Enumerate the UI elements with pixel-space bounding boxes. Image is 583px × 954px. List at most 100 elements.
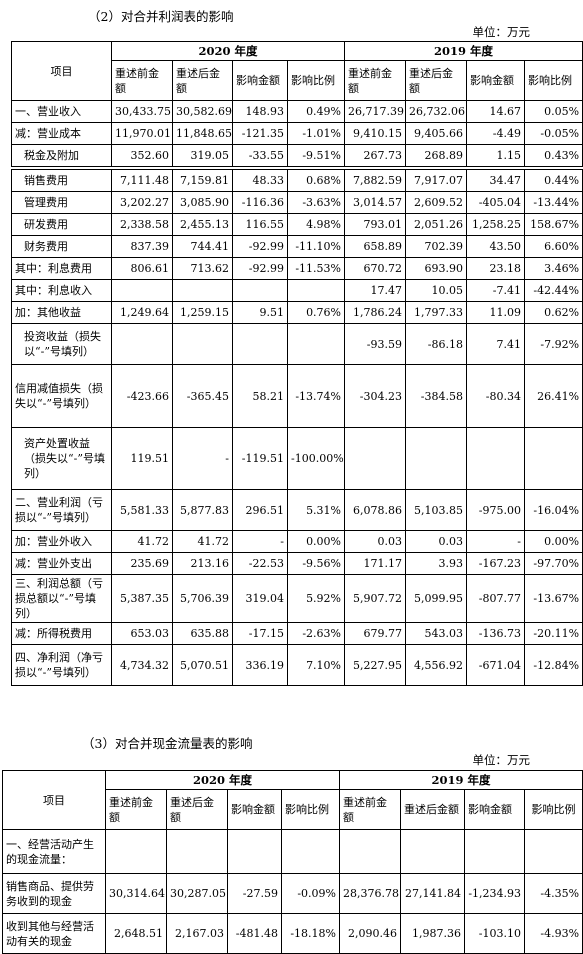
value-cell: 713.62 xyxy=(172,257,233,280)
table-row: 其中：利息费用 806.61 713.62 -92.99 -11.53% 670.72 69… xyxy=(11,257,583,280)
value-cell: 23.18 xyxy=(466,257,526,280)
value-cell: -384.58 xyxy=(405,364,468,428)
value-cell: 5,877.83 xyxy=(172,489,233,531)
value-cell: 6.60% xyxy=(524,235,583,258)
table-row: 资产处置收益（损失以“-”号填列） 119.51- -119.51 -100.00% xyxy=(11,427,583,490)
value-cell: -33.55 xyxy=(232,144,288,167)
value-cell: -20.11% xyxy=(524,622,583,645)
value-cell: 806.61 xyxy=(111,257,173,280)
value-cell: -136.73 xyxy=(466,622,526,645)
value-cell: - xyxy=(232,530,288,553)
value-cell: 235.69 xyxy=(111,552,173,575)
col-header: 影响金额 xyxy=(466,60,526,101)
value-cell: -92.99 xyxy=(232,257,288,280)
value-cell: 5,387.35 xyxy=(111,574,173,623)
value-cell: 11,970.01 xyxy=(111,122,173,145)
value-cell: - xyxy=(466,530,526,553)
col-header: 影响比例 xyxy=(524,789,583,830)
value-cell: 10.05 xyxy=(405,279,468,302)
value-cell: -4.93% xyxy=(524,913,583,954)
value-cell: 1,786.24 xyxy=(344,301,407,324)
row-label: 一、营业收入 xyxy=(11,100,112,123)
row-label: 投资收益（损失以“-”号填列） xyxy=(11,323,112,365)
value-cell xyxy=(166,829,228,874)
value-cell: -975.00 xyxy=(466,489,526,531)
value-cell xyxy=(172,323,233,365)
value-cell xyxy=(464,829,526,874)
value-cell: -12.84% xyxy=(524,644,583,686)
value-cell: -16.04% xyxy=(524,489,583,531)
value-cell: 34.47 xyxy=(466,169,526,192)
value-cell: 5,227.95 xyxy=(344,644,407,686)
row-label: 三、利润总额（亏损总额以“-”号填列） xyxy=(11,574,112,623)
value-cell: 2,338.58 xyxy=(111,213,173,236)
item-header: 项目 xyxy=(2,770,106,830)
value-cell: 119.51 xyxy=(111,427,173,490)
value-cell: 267.73 xyxy=(344,144,407,167)
value-cell: -22.53 xyxy=(232,552,288,575)
income-statement-table: 项目 2020 年度 2019 年度 重述前金额 重述后金额 影响金额 影响比例… xyxy=(11,41,583,686)
col-header: 影响金额 xyxy=(227,789,282,830)
value-cell: -671.04 xyxy=(466,644,526,686)
value-cell: 319.04 xyxy=(232,574,288,623)
value-cell: 26,732.06 xyxy=(405,100,468,123)
value-cell: 43.50 xyxy=(466,235,526,258)
year-2020-header: 2020 年度 xyxy=(110,41,346,61)
value-cell: 0.76% xyxy=(286,301,346,324)
row-label: 信用减值损失（损失以“-”号填列） xyxy=(11,364,112,428)
value-cell: -0.09% xyxy=(280,873,341,914)
row-label: 四、净利润（净亏损以“-”号填列） xyxy=(11,644,112,686)
value-cell: 3,014.57 xyxy=(344,191,407,214)
col-header: 重述后金额 xyxy=(405,60,468,101)
table-row: 其中：利息收入 17.47 10.05 -7.41 -42.44% xyxy=(11,279,583,302)
value-cell xyxy=(232,323,288,365)
value-cell: 296.51 xyxy=(232,489,288,531)
value-cell: 1,249.64 xyxy=(111,301,173,324)
row-label: 税金及附加 xyxy=(11,144,112,167)
value-cell: 702.39 xyxy=(405,235,468,258)
year-2020-header: 2020 年度 xyxy=(104,770,341,790)
value-cell xyxy=(227,829,282,874)
value-cell: 0.03 xyxy=(344,530,407,553)
row-label: 一、经营活动产生的现金流量： xyxy=(2,829,106,874)
value-cell: 1,259.15 xyxy=(172,301,233,324)
value-cell xyxy=(111,323,173,365)
value-cell: 30,582.69 xyxy=(172,100,233,123)
table-row: 收到其他与经营活动有关的现金 2,648.51 2,167.03 -481.48 -18… xyxy=(2,913,583,954)
value-cell: -119.51 xyxy=(232,427,288,490)
value-cell: 6,078.86 xyxy=(344,489,407,531)
value-cell: -11.10% xyxy=(286,235,346,258)
value-cell xyxy=(405,427,468,490)
value-cell: 268.89 xyxy=(405,144,468,167)
value-cell: 0.49% xyxy=(286,100,346,123)
section1-unit: 单位：万元 xyxy=(472,25,531,39)
table-row: 研发费用 2,338.58 2,455.13 116.55 4.98% 793.01 2,0… xyxy=(11,213,583,236)
value-cell: 7,882.59 xyxy=(344,169,407,192)
value-cell: -17.15 xyxy=(232,622,288,645)
value-cell: 0.62% xyxy=(524,301,583,324)
value-cell: -1.01% xyxy=(286,122,346,145)
value-cell: 2,609.52 xyxy=(405,191,468,214)
table-row: 加：其他收益 1,249.64 1,259.15 9.51 0.76% 1,786.24 1… xyxy=(11,301,583,324)
value-cell: 27,141.84 xyxy=(400,873,466,914)
col-header: 重述前金额 xyxy=(339,789,402,830)
value-cell: 0.68% xyxy=(286,169,346,192)
value-cell: 0.00% xyxy=(286,530,346,553)
value-cell: - xyxy=(172,427,233,490)
col-header: 重述前金额 xyxy=(105,789,167,830)
value-cell: 30,314.64 xyxy=(105,873,167,914)
row-label: 其中：利息收入 xyxy=(11,279,112,302)
value-cell: -18.18% xyxy=(280,913,341,954)
value-cell: 28,376.78 xyxy=(339,873,402,914)
value-cell: -7.92% xyxy=(524,323,583,365)
row-label: 收到其他与经营活动有关的现金 xyxy=(2,913,106,954)
table-row: 一、经营活动产生的现金流量： xyxy=(2,829,583,874)
value-cell: 4,556.92 xyxy=(405,644,468,686)
table-row: 加：营业外收入 41.72 41.72-0.00% 0.03 0.03-0.00% xyxy=(11,530,583,553)
col-header: 重述后金额 xyxy=(400,789,466,830)
value-cell: 17.47 xyxy=(344,279,407,302)
table-row: 三、利润总额（亏损总额以“-”号填列） 5,387.35 5,706.39 319.0… xyxy=(11,574,583,623)
value-cell: 635.88 xyxy=(172,622,233,645)
value-cell xyxy=(172,279,233,302)
value-cell: 3.46% xyxy=(524,257,583,280)
